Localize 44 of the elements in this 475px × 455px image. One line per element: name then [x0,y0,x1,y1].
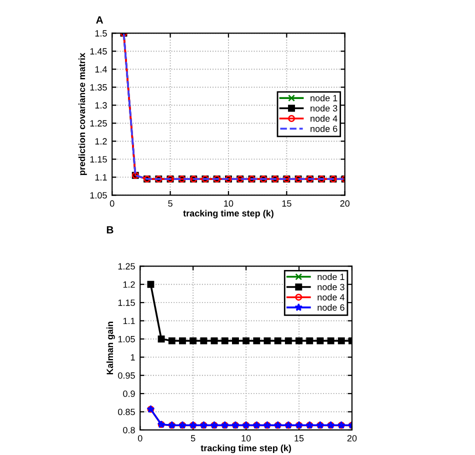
x-tick-label: 5 [190,435,196,442]
x-axis-title: tracking time step (k) [183,210,274,218]
y-tick-label: 1.2 [95,138,107,144]
y-tick-label: 1.1 [95,174,107,180]
legend-label: node 4 [310,115,338,122]
y-tick-label: 1.5 [95,30,107,37]
legend-label: node 4 [318,294,344,300]
y-tick-label: 1.05 [118,336,135,342]
y-tick-label: 1.25 [90,120,107,127]
x-tick-label: 10 [224,200,234,207]
y-tick-label: 1.4 [95,66,107,72]
x-tick-label: 0 [138,435,142,442]
y-tick-label: 1.35 [90,84,107,91]
x-tick-label: 10 [242,435,251,442]
y-tick-label: 1.3 [95,102,107,109]
chart-title: A [96,16,104,24]
x-tick-label: 15 [294,435,304,442]
legend-label: node 6 [318,304,344,311]
y-tick-label: 1.2 [123,281,135,288]
y-tick-label: 1.05 [90,192,107,199]
y-tick-label: 1.25 [118,263,135,270]
y-axis-title: prediction covariance matrix [78,52,87,176]
y-tick-label: 0.9 [123,390,135,397]
y-tick-label: 0.95 [118,372,135,379]
x-tick-label: 20 [340,200,350,207]
x-tick-label: 20 [347,435,357,442]
x-tick-label: 5 [168,200,172,207]
y-tick-label: 1.15 [118,300,135,306]
y-tick-label: 1.1 [123,318,135,324]
legend-label: node 3 [318,284,344,290]
y-axis-title: Kalman gain [106,322,115,374]
x-tick-label: 15 [282,200,292,207]
chart-title: B [106,226,114,234]
y-tick-label: 0.85 [118,408,135,416]
legend-label: node 3 [310,104,338,112]
x-axis-title: tracking time step (k) [200,444,292,454]
legend-label: node 1 [318,273,344,280]
legend-label: node 6 [310,125,338,132]
legend-label: node 1 [310,94,338,102]
y-tick-label: 0.8 [123,426,135,434]
y-tick-label: 1.45 [90,48,107,55]
y-tick-label: 1.15 [90,156,107,163]
y-tick-label: 1 [130,354,135,360]
x-tick-label: 0 [110,200,114,207]
